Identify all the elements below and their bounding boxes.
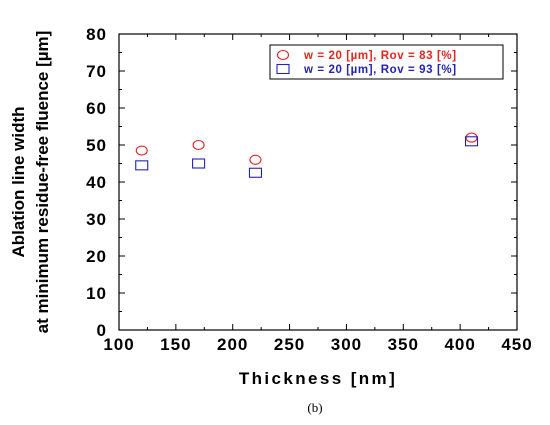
series-2-square-point <box>248 167 263 178</box>
plot-frame <box>118 33 518 331</box>
x-tick-label: 400 <box>444 335 475 354</box>
legend: w = 20 [µm], Rov = 83 [%] w = 20 [µm], Ro… <box>269 44 504 80</box>
x-tick-label: 200 <box>217 335 248 354</box>
legend-box <box>269 44 504 80</box>
x-tick-label: 150 <box>160 335 191 354</box>
x-axis-title: Thickness [nm] <box>239 369 397 388</box>
series-1-circle-point <box>465 132 478 143</box>
axis-tick-labels: 100 150 200 250 300 350 400 450 0 10 20 30 40 50 60 70 8… <box>86 25 532 354</box>
y-tick-label: 40 <box>86 173 107 192</box>
y-tick-label: 80 <box>86 25 107 44</box>
series-1-circle-point <box>249 154 262 165</box>
y-tick-label: 20 <box>86 247 107 266</box>
y-axis-title-line-2: at minimum residue-free fluence [µm] <box>33 31 52 334</box>
series-2-square-point <box>464 136 479 147</box>
legend-label: w = 20 [µm], Rov = 83 [%] <box>303 50 457 62</box>
series-2-square-point <box>135 160 149 171</box>
y-tick-label: 10 <box>86 284 107 303</box>
x-tick-label: 100 <box>103 335 134 354</box>
figure-caption: (b) <box>307 400 322 415</box>
y-axis-title-line-1: Ablation line width <box>9 106 28 257</box>
y-tick-label: 0 <box>97 321 107 340</box>
y-tick-label: 70 <box>86 62 107 81</box>
y-tick-label: 50 <box>86 136 107 155</box>
series-2-square-point <box>192 158 206 169</box>
series-1-circle-point <box>135 145 148 156</box>
y-tick-label: 30 <box>86 210 107 229</box>
legend-circle-marker <box>276 49 290 61</box>
x-tick-label: 250 <box>274 335 305 354</box>
x-tick-label: 450 <box>501 335 532 354</box>
x-tick-label: 300 <box>331 335 362 354</box>
series-1-circle-point <box>192 139 205 151</box>
legend-label: w = 20 [µm], Rov = 93 [%] <box>303 64 457 76</box>
legend-items: w = 20 [µm], Rov = 83 [%] w = 20 [µm], Ro… <box>276 49 457 76</box>
x-tick-label: 350 <box>388 335 419 354</box>
y-tick-label: 60 <box>86 99 107 118</box>
data-points <box>135 132 479 178</box>
legend-square-marker <box>276 63 290 75</box>
